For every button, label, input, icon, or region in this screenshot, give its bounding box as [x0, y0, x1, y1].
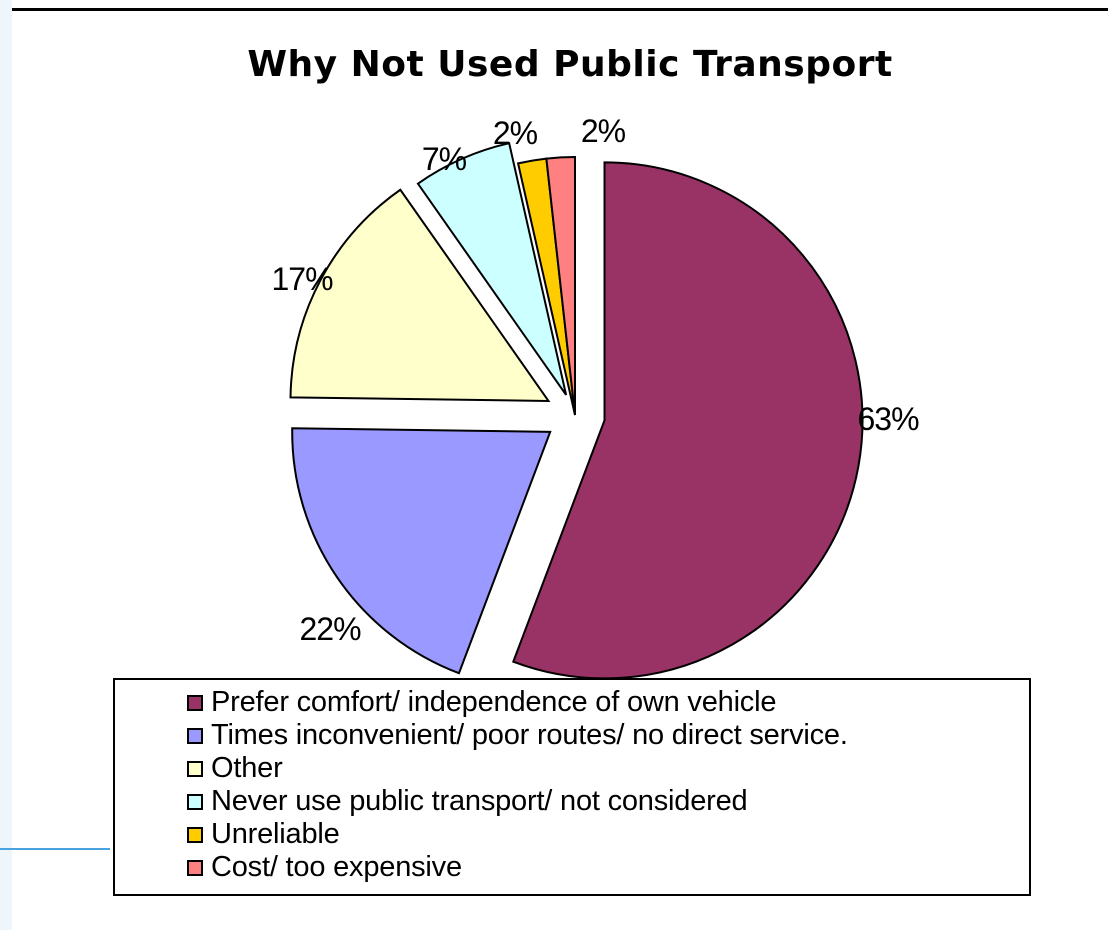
slice-percent-label: 22% [299, 611, 361, 647]
pie-labels: 63% 22% 17% 7% 2% 2% [271, 113, 920, 647]
legend-label: Never use public transport/ not consider… [211, 785, 748, 817]
legend-label: Cost/ too expensive [211, 851, 462, 883]
legend-item: Prefer comfort/ independence of own vehi… [187, 686, 848, 719]
slice-percent-label: 2% [581, 113, 626, 149]
legend-label: Prefer comfort/ independence of own vehi… [211, 686, 777, 718]
legend-item: Never use public transport/ not consider… [187, 785, 848, 818]
left-accent-line [0, 848, 110, 850]
pie-slice [511, 161, 864, 680]
legend-label: Times inconvenient/ poor routes/ no dire… [211, 719, 848, 751]
slice-percent-label: 7% [422, 141, 467, 177]
pie-slice [545, 155, 576, 416]
pie-chart: 63% 22% 17% 7% 2% 2% [271, 113, 920, 680]
legend-item: Cost/ too expensive [187, 851, 848, 884]
legend-label: Other [211, 752, 283, 784]
legend-swatch [187, 760, 203, 777]
slice-percent-label: 17% [271, 261, 333, 297]
chart-title: Why Not Used Public Transport [247, 44, 893, 85]
slice-percent-label: 2% [493, 115, 538, 151]
legend-swatch [187, 793, 203, 810]
legend-item: Other [187, 752, 848, 785]
legend-list: Prefer comfort/ independence of own vehi… [187, 686, 848, 884]
pie-slices [289, 142, 864, 680]
left-background-strip [0, 0, 12, 930]
legend-label: Unreliable [211, 818, 340, 850]
chart-legend: Prefer comfort/ independence of own vehi… [113, 678, 1031, 896]
legend-swatch [187, 859, 203, 876]
slice-percent-label: 63% [857, 401, 919, 437]
legend-swatch [187, 694, 203, 711]
legend-item: Times inconvenient/ poor routes/ no dire… [187, 719, 848, 752]
pie-slice [416, 142, 568, 396]
legend-item: Unreliable [187, 818, 848, 851]
legend-swatch [187, 727, 203, 744]
pie-slice [291, 427, 552, 675]
top-rule [12, 8, 1108, 11]
legend-swatch [187, 826, 203, 843]
pie-slice [289, 188, 551, 403]
